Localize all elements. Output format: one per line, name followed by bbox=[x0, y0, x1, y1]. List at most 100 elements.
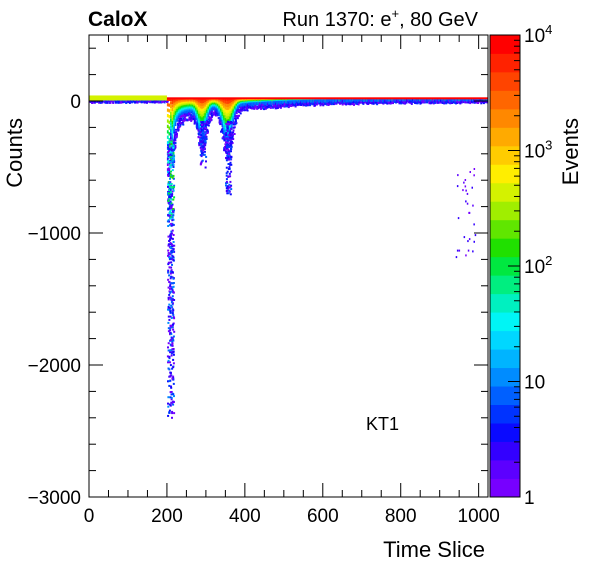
heatmap-cell bbox=[382, 102, 385, 105]
heatmap-cell bbox=[114, 101, 117, 103]
heatmap-cell bbox=[250, 106, 253, 109]
heatmap-cell bbox=[177, 127, 180, 130]
heatmap-cell bbox=[190, 115, 193, 118]
heatmap-cell bbox=[315, 99, 317, 103]
heatmap-cell bbox=[209, 110, 211, 114]
heatmap-cell bbox=[235, 111, 238, 114]
heatmap-cell bbox=[98, 101, 100, 104]
heatmap-cell bbox=[232, 126, 235, 129]
heatmap-cell bbox=[196, 127, 199, 130]
heatmap-cell bbox=[235, 109, 238, 113]
heatmap-cell bbox=[254, 102, 256, 106]
heatmap-cell bbox=[198, 120, 200, 124]
heatmap-cell bbox=[339, 101, 342, 104]
heatmap-cell bbox=[205, 114, 208, 119]
heatmap-cell bbox=[204, 144, 207, 147]
heatmap-cell bbox=[201, 97, 203, 101]
heatmap-cell bbox=[328, 103, 331, 106]
heatmap-cell bbox=[199, 140, 201, 143]
heatmap-cell bbox=[391, 102, 394, 104]
heatmap-cell bbox=[204, 117, 207, 121]
heatmap-cell bbox=[223, 120, 225, 124]
heatmap-cell bbox=[233, 121, 235, 124]
heatmap-cell bbox=[198, 125, 200, 129]
heatmap-cell bbox=[402, 100, 405, 103]
heatmap-cell bbox=[290, 105, 293, 107]
heatmap-cell bbox=[259, 105, 262, 108]
heatmap-cell bbox=[198, 127, 200, 131]
heatmap-cell bbox=[174, 146, 177, 149]
heatmap-cell bbox=[251, 102, 253, 106]
heatmap-cell bbox=[184, 119, 187, 122]
heatmap-cell bbox=[232, 119, 235, 123]
heatmap-cell bbox=[433, 98, 436, 102]
heatmap-cell bbox=[316, 99, 319, 103]
heatmap-cell bbox=[182, 117, 185, 120]
heatmap-cell bbox=[221, 97, 224, 101]
heatmap-cell bbox=[448, 101, 451, 104]
heatmap-cell bbox=[229, 111, 232, 115]
heatmap-cell bbox=[199, 105, 202, 109]
heatmap-cell bbox=[252, 102, 255, 106]
heatmap-cell bbox=[175, 128, 177, 131]
heatmap-cell bbox=[204, 106, 207, 110]
heatmap-cell bbox=[457, 100, 460, 103]
heatmap-cell bbox=[225, 148, 227, 151]
heatmap-cell bbox=[223, 125, 225, 129]
heatmap-cell bbox=[223, 102, 225, 106]
heatmap-cell bbox=[403, 98, 406, 102]
heatmap-cell bbox=[230, 140, 233, 143]
heatmap-cell bbox=[437, 99, 439, 102]
heatmap-cell bbox=[125, 101, 128, 104]
heatmap-cell bbox=[439, 99, 442, 102]
heatmap-cell bbox=[177, 123, 180, 126]
heatmap-cell bbox=[210, 112, 213, 115]
heatmap-cell bbox=[221, 113, 224, 118]
heatmap-cell bbox=[218, 119, 221, 122]
heatmap-cell bbox=[376, 103, 379, 106]
heatmap-cell bbox=[195, 124, 198, 127]
heatmap-cell bbox=[388, 101, 391, 104]
heatmap-cell bbox=[246, 104, 249, 107]
heatmap-cell bbox=[284, 104, 286, 107]
heatmap-cell bbox=[345, 101, 348, 104]
heatmap-cell bbox=[456, 98, 459, 102]
heatmap-cell bbox=[184, 111, 186, 115]
heatmap-cell bbox=[202, 118, 205, 122]
heatmap-cell bbox=[350, 98, 353, 103]
heatmap-cell bbox=[162, 99, 165, 102]
heatmap-cell bbox=[248, 106, 251, 109]
heatmap-cell bbox=[98, 100, 101, 103]
heatmap-cell bbox=[229, 144, 232, 147]
heatmap-cell bbox=[453, 98, 456, 102]
heatmap-cell bbox=[421, 100, 424, 103]
heatmap-cell bbox=[246, 109, 249, 112]
heatmap-cell bbox=[313, 103, 316, 106]
heatmap-cell bbox=[173, 100, 175, 104]
heatmap-cell bbox=[196, 105, 199, 109]
heatmap-cell bbox=[469, 102, 472, 105]
heatmap-cell bbox=[199, 97, 202, 101]
heatmap-cell bbox=[127, 101, 130, 104]
heatmap-cell bbox=[430, 98, 433, 102]
heatmap-cell bbox=[198, 129, 201, 132]
heatmap-cell bbox=[231, 142, 234, 144]
heatmap-cell bbox=[377, 98, 380, 102]
heatmap-cell bbox=[179, 124, 182, 127]
heatmap-cell bbox=[416, 102, 419, 105]
heatmap-cell bbox=[223, 147, 226, 150]
heatmap-cell bbox=[361, 98, 364, 102]
heatmap-cell bbox=[276, 107, 279, 109]
heatmap-cell bbox=[223, 110, 225, 114]
heatmap-cell bbox=[198, 116, 200, 120]
heatmap-cell bbox=[264, 104, 267, 107]
heatmap-cell bbox=[174, 103, 177, 107]
heatmap-cell bbox=[205, 101, 208, 105]
heatmap-cell bbox=[431, 100, 434, 103]
heatmap-cell bbox=[325, 99, 328, 103]
heatmap-cell bbox=[168, 103, 171, 107]
heatmap-cell bbox=[349, 98, 352, 103]
heatmap-cell bbox=[173, 110, 175, 114]
heatmap-cell bbox=[297, 100, 300, 104]
heatmap-cell bbox=[183, 116, 186, 119]
